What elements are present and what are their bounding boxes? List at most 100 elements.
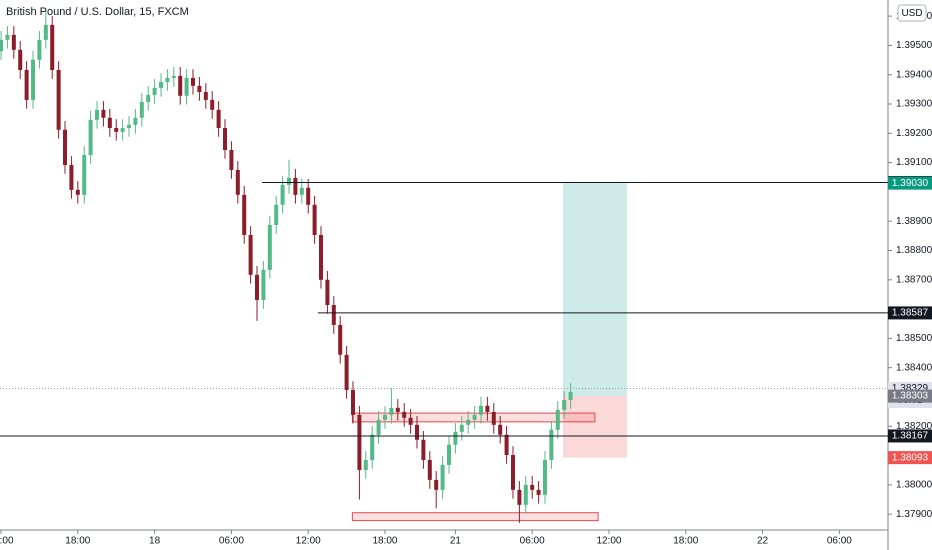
x-tick-label: 06:00 (219, 536, 244, 547)
x-tick-label: 21 (450, 536, 462, 547)
y-tick-label: 1.38200 (896, 421, 932, 432)
candle-body (267, 225, 272, 270)
y-tick-label: 1.37900 (896, 509, 932, 520)
candle-body (101, 109, 106, 118)
y-tick-label: 1.39400 (896, 69, 932, 80)
stop-label-bg (888, 451, 932, 465)
hline-label: 1.38167 (892, 431, 929, 442)
candle-body (159, 82, 164, 88)
chart-title: British Pound / U.S. Dollar, 15, FXCM (6, 6, 189, 18)
candle-body (478, 405, 483, 415)
candle-body (18, 49, 23, 71)
candle-body (402, 411, 407, 418)
candle-body (287, 177, 292, 185)
candle-body (127, 124, 132, 129)
candle-body (95, 109, 100, 120)
hline-label-bg (888, 429, 932, 443)
currency-box (897, 4, 927, 22)
x-tick-label: 12:00 (296, 536, 321, 547)
y-tick-label: 1.38400 (896, 362, 932, 373)
candle-body (235, 169, 240, 195)
candle-body (293, 177, 298, 195)
x-tick-label: 18:00 (372, 536, 397, 547)
candle-body (389, 407, 394, 415)
hline-label: 1.38587 (892, 308, 929, 319)
y-tick-label: 1.38500 (896, 333, 932, 344)
x-tick-label: 22 (757, 536, 769, 547)
candle-body (530, 484, 535, 490)
stop-label: 1.38093 (892, 452, 929, 463)
candle-body (255, 274, 260, 301)
candle-body (319, 234, 324, 280)
x-tick-label: 18:00 (673, 536, 698, 547)
y-tick-label: 1.38700 (896, 274, 932, 285)
candle-body (248, 234, 253, 275)
y-tick-label: 1.38000 (896, 480, 932, 491)
candle-body (504, 434, 509, 455)
candle-body (197, 85, 202, 92)
candle-body (523, 484, 528, 505)
candle-body (549, 429, 554, 460)
candle-body (152, 87, 157, 95)
y-tick-label: 1.39100 (896, 157, 932, 168)
candle-body (555, 409, 560, 430)
candle-body (75, 189, 80, 195)
candle-body (31, 59, 36, 100)
candle-body (357, 414, 362, 470)
candle-body (459, 424, 464, 432)
y-tick-label: 1.39300 (896, 99, 932, 110)
candle-body (82, 154, 87, 195)
candle-body (395, 407, 400, 412)
candle-body (114, 128, 119, 132)
stop-area (562, 396, 627, 458)
candle-body (63, 129, 68, 165)
entry-label-bg (888, 389, 932, 403)
candle-body (338, 324, 343, 355)
x-tick-label: 18:00 (65, 536, 90, 547)
x-tick-label: 12:00 (596, 536, 621, 547)
candle-body (453, 431, 458, 445)
candle-body (274, 204, 279, 226)
candle-body (382, 414, 387, 420)
candle-body (229, 150, 234, 170)
candle-body (120, 128, 125, 132)
candle-body (536, 489, 541, 495)
candle-body (0, 39, 4, 52)
candle-body (146, 94, 151, 102)
candle-body (363, 459, 368, 470)
candle-body (446, 444, 451, 465)
candle-body (139, 101, 144, 118)
y-tick-label: 1.39500 (896, 40, 932, 51)
profit-area (562, 183, 627, 397)
candle-body (427, 459, 432, 480)
last-price-label: 1.38329 (892, 383, 929, 394)
candle-body (50, 24, 55, 71)
candle-body (485, 405, 490, 412)
x-tick-label: 06:00 (520, 536, 545, 547)
candle-body (331, 304, 336, 325)
candle-body (11, 34, 16, 50)
candle-body (472, 414, 477, 420)
candle-body (376, 419, 381, 435)
candle-body (517, 489, 522, 505)
candle-body (88, 119, 93, 155)
candle-body (56, 70, 61, 130)
candle-body (5, 34, 10, 40)
x-tick-label: 18 (149, 536, 161, 547)
candle-body (210, 99, 215, 110)
candle-body (510, 454, 515, 490)
candle-body (491, 411, 496, 425)
candle-body (421, 439, 426, 460)
candle-body (133, 117, 138, 125)
candle-body (434, 479, 439, 490)
candle-body (408, 417, 413, 425)
candle-body (568, 392, 573, 400)
candle-body (542, 459, 547, 495)
candle-body (43, 24, 48, 40)
x-tick-label: 12:00 (0, 536, 14, 547)
candle-body (184, 77, 189, 96)
candle-body (242, 194, 247, 235)
candle-body (312, 204, 317, 235)
